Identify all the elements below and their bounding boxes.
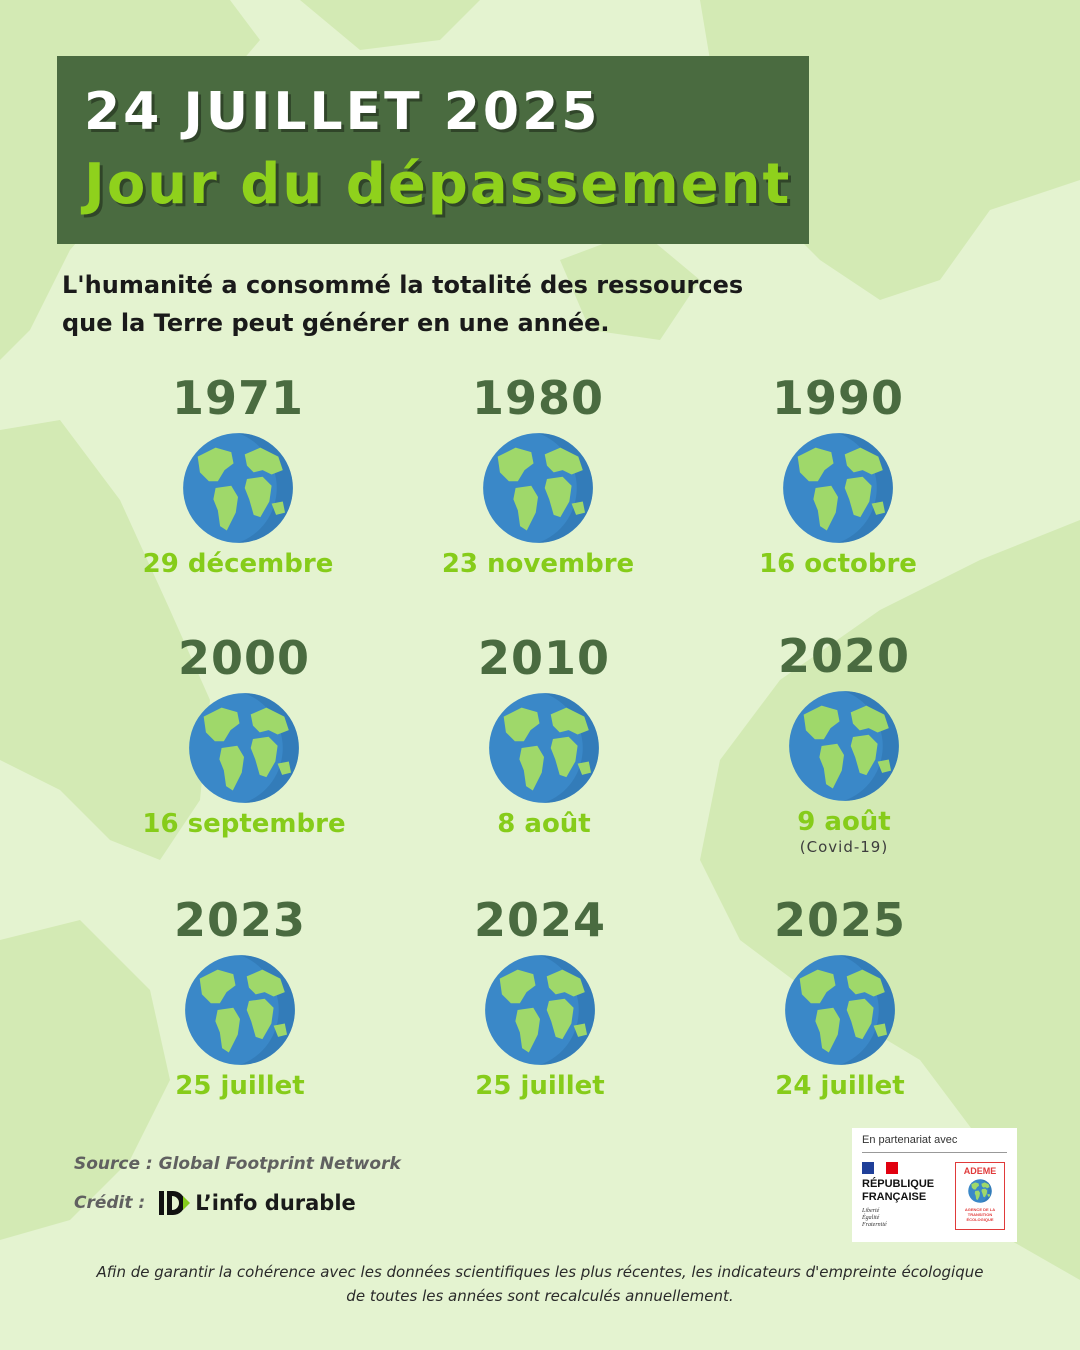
credit-label: Crédit : <box>74 1193 146 1213</box>
timeline-date: 23 novembre <box>441 549 635 579</box>
earth-globe-icon <box>485 955 595 1065</box>
title-banner <box>57 56 809 244</box>
timeline-date: 8 août <box>497 809 591 839</box>
timeline-date: 9 août <box>797 807 891 837</box>
francaise-label: FRANÇAISE <box>862 1191 927 1203</box>
timeline-item: 2025 24 juillet <box>680 892 1000 1102</box>
intro-text: L'humanité a consommé la totalité des re… <box>62 266 822 342</box>
timeline-item: 1971 29 décembre <box>78 370 398 580</box>
brand-logo: L’info durable <box>159 1190 356 1216</box>
timeline-item: 1980 23 novembre <box>378 370 698 580</box>
timeline-item: 2024 25 juillet <box>380 892 700 1102</box>
partner-panel: En partenariat avec RÉPUBLIQUE FRANÇAISE… <box>852 1128 1017 1242</box>
earth-globe-icon <box>789 691 899 801</box>
timeline-date: 16 octobre <box>759 549 917 579</box>
timeline-date: 25 juillet <box>175 1071 305 1101</box>
timeline-date: 16 septembre <box>142 809 346 839</box>
credit-line: Crédit : L’info durable <box>74 1190 356 1216</box>
timeline-item: 1990 16 octobre <box>678 370 998 580</box>
earth-globe-icon <box>785 955 895 1065</box>
ademe-label: ADEME <box>963 1166 997 1176</box>
motto: Liberté Égalité Fraternité <box>862 1208 887 1229</box>
motto-fraternite: Fraternité <box>862 1222 887 1228</box>
intro-line-1: L'humanité a consommé la totalité des re… <box>62 271 744 299</box>
intro-line-2: que la Terre peut générer en une année. <box>62 309 610 337</box>
timeline-year: 1971 <box>171 371 305 425</box>
timeline-note: (Covid-19) <box>799 838 889 856</box>
timeline-item: 2023 25 juillet <box>80 892 400 1102</box>
divider <box>862 1152 1007 1153</box>
earth-globe-icon <box>185 955 295 1065</box>
timeline-year: 2020 <box>777 629 911 683</box>
headline-date: 24 JUILLET 2025 <box>84 82 601 142</box>
earth-globe-icon <box>183 433 293 543</box>
timeline-year: 2024 <box>473 893 607 947</box>
timeline-year: 1990 <box>771 371 905 425</box>
ademe-logo: ADEME AGENCE DE LA TRANSITION ÉCOLOGIQUE <box>955 1162 1005 1230</box>
timeline-year: 2023 <box>173 893 307 947</box>
french-flag-icon <box>862 1162 898 1174</box>
earth-globe-icon <box>489 693 599 803</box>
headline-title: Jour du dépassement <box>84 152 792 217</box>
earth-globe-icon <box>189 693 299 803</box>
footer-note: Afin de garantir la cohérence avec les d… <box>50 1260 1030 1308</box>
source-note: Source : Global Footprint Network <box>74 1154 401 1174</box>
timeline-item: 2000 16 septembre <box>84 630 404 840</box>
timeline-date: 25 juillet <box>475 1071 605 1101</box>
partner-title: En partenariat avec <box>862 1134 958 1146</box>
timeline-item: 2020 9 août (Covid-19) <box>684 628 1004 856</box>
timeline-date: 24 juillet <box>775 1071 905 1101</box>
brand-name: L’info durable <box>195 1191 356 1215</box>
footer-line-2: de toutes les années sont recalculés ann… <box>346 1287 734 1305</box>
earth-globe-icon <box>483 433 593 543</box>
ademe-subtitle: AGENCE DE LA TRANSITION ÉCOLOGIQUE <box>964 1207 996 1222</box>
footer-line-1: Afin de garantir la cohérence avec les d… <box>96 1263 984 1281</box>
motto-egalite: Égalité <box>862 1215 880 1221</box>
ademe-globe-icon <box>968 1179 992 1203</box>
timeline-year: 2025 <box>773 893 907 947</box>
motto-liberte: Liberté <box>862 1208 880 1214</box>
info-durable-logo <box>159 1191 191 1215</box>
timeline-year: 2010 <box>477 631 611 685</box>
timeline-item: 2010 8 août <box>384 630 704 840</box>
timeline-year: 2000 <box>177 631 311 685</box>
republique-label: RÉPUBLIQUE <box>862 1178 935 1190</box>
timeline-year: 1980 <box>471 371 605 425</box>
earth-globe-icon <box>783 433 893 543</box>
timeline-date: 29 décembre <box>142 549 334 579</box>
